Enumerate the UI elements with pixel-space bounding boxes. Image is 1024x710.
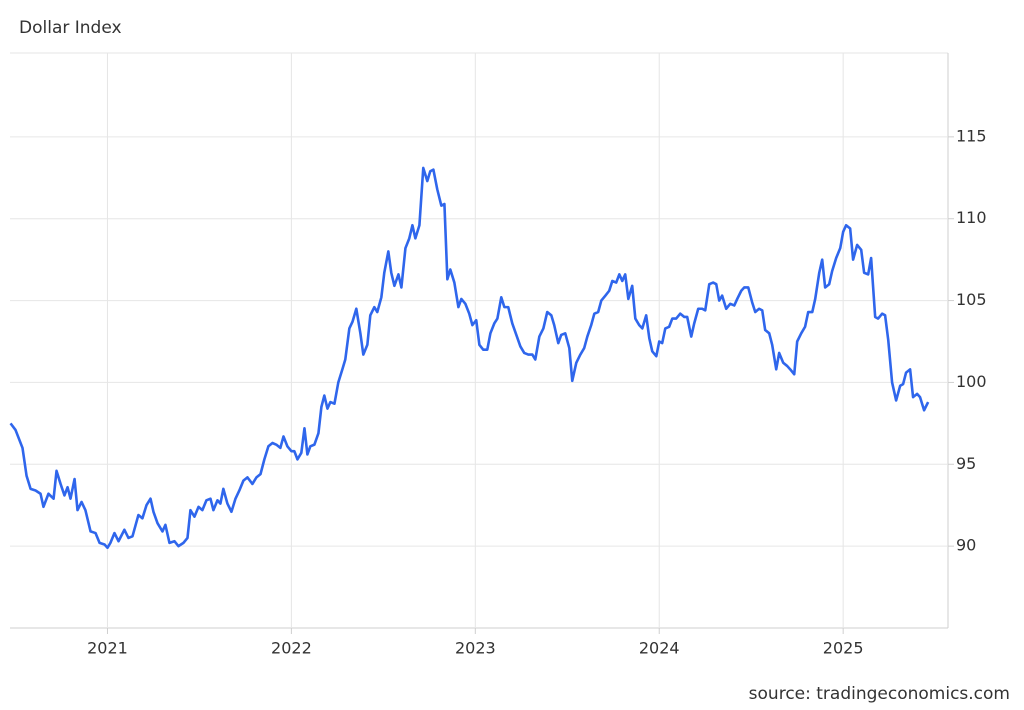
y-tick-label: 90 (956, 536, 976, 555)
x-tick-label: 2022 (271, 639, 312, 658)
y-tick-label: 100 (956, 372, 987, 391)
chart-title: Dollar Index (19, 18, 122, 38)
y-tick-label: 110 (956, 208, 987, 227)
x-tick-label: 2021 (87, 639, 128, 658)
x-tick-label: 2024 (639, 639, 680, 658)
source-note: source: tradingeconomics.com (749, 684, 1010, 704)
y-tick-label: 115 (956, 126, 987, 145)
data-line (9, 166, 930, 550)
y-tick-label: 105 (956, 290, 987, 309)
x-tick-label: 2025 (823, 639, 864, 658)
y-tick-label: 95 (956, 454, 976, 473)
x-tick-label: 2023 (455, 639, 496, 658)
